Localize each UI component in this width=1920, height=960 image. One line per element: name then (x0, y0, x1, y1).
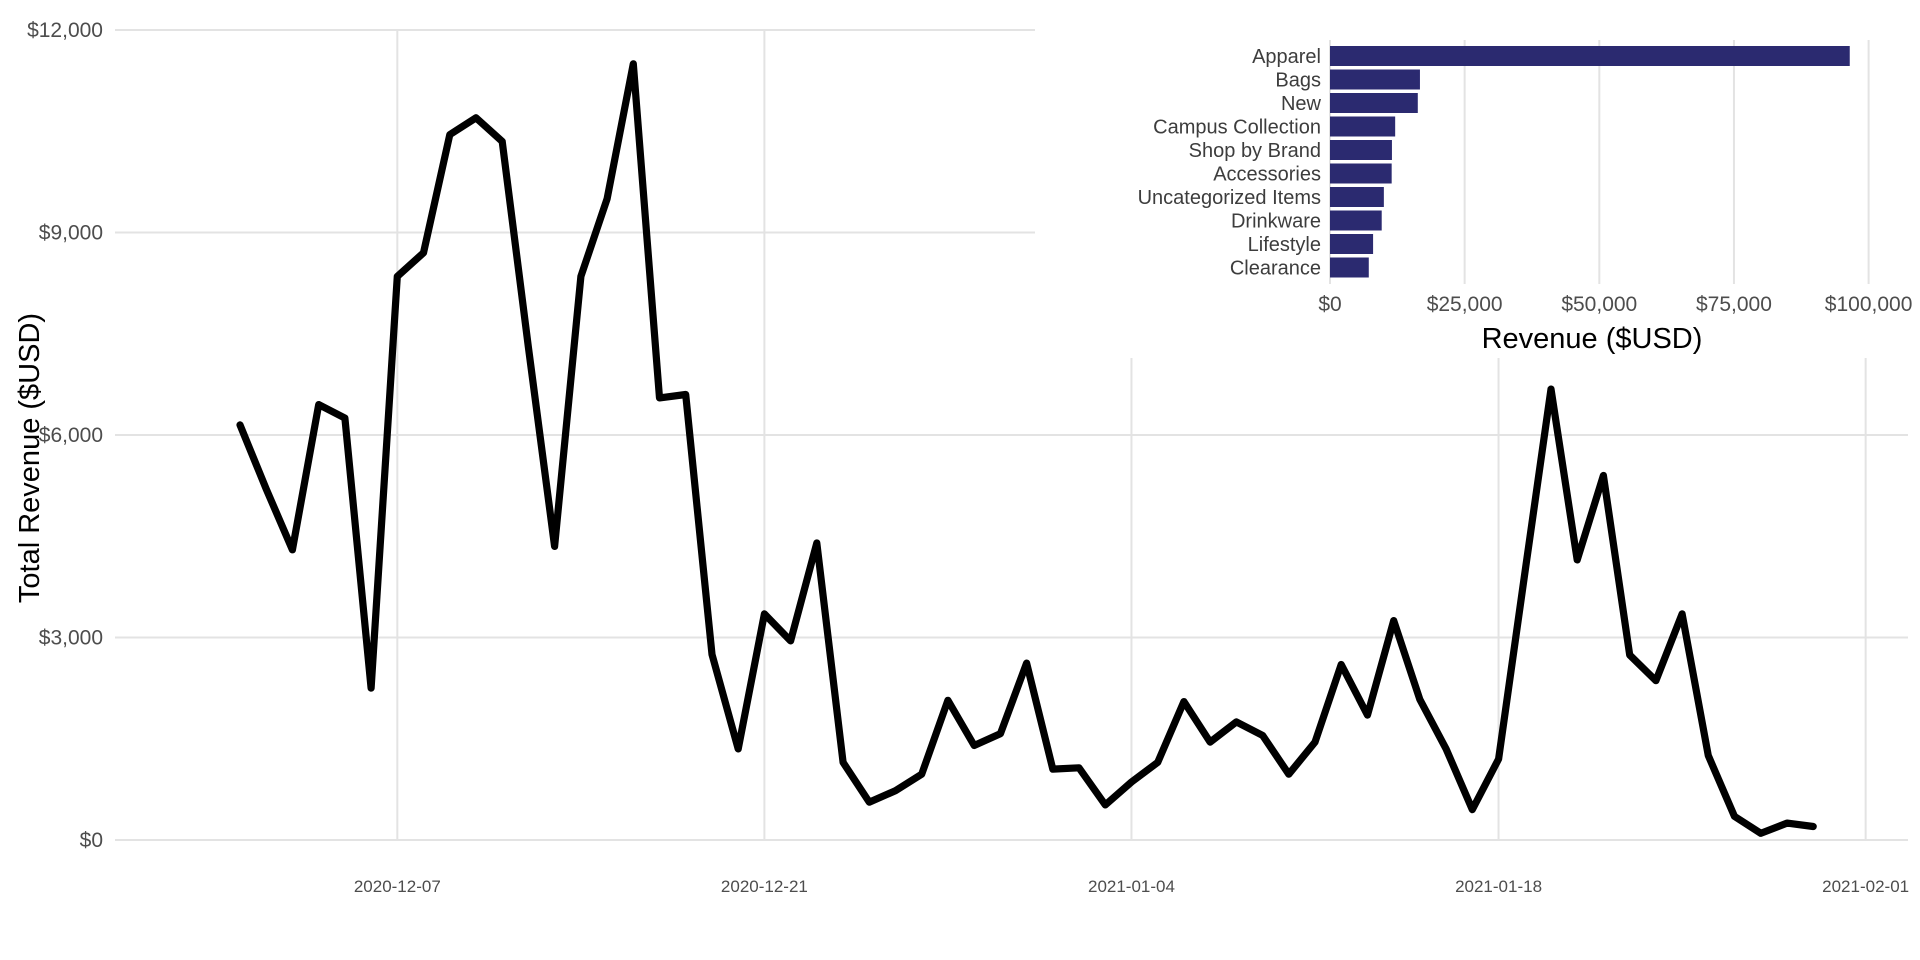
y-tick-label: $0 (80, 829, 103, 852)
inset-x-axis-title: Revenue ($USD) (1481, 323, 1703, 355)
category-label: Accessories (1213, 164, 1321, 186)
x-tick-label: 2021-01-18 (1455, 877, 1542, 896)
inset-x-tick-label: $25,000 (1427, 293, 1503, 316)
y-axis-title: Total Revenue ($USD) (14, 312, 46, 604)
bar-uncategorized-items (1330, 187, 1384, 207)
y-tick-label: $9,000 (39, 222, 103, 245)
inset-x-tick-label: $75,000 (1696, 293, 1772, 316)
y-tick-label: $12,000 (27, 19, 103, 42)
inset-x-tick-label: $0 (1318, 293, 1341, 316)
bar-bags (1330, 69, 1420, 90)
y-tick-label: $6,000 (39, 424, 103, 447)
category-label: Apparel (1252, 46, 1321, 68)
total-revenue-line-chart: $0 $3,000 $6,000 $9,000 $12,000 2020-12-07 202… (27, 19, 1909, 896)
category-label: Bags (1275, 70, 1321, 92)
x-tick-label: 2020-12-07 (354, 877, 441, 896)
category-label: Clearance (1230, 258, 1321, 280)
bar-drinkware (1330, 210, 1382, 231)
category-label: Lifestyle (1248, 234, 1321, 256)
x-tick-label: 2020-12-21 (721, 877, 808, 896)
category-label: Campus Collection (1153, 117, 1321, 139)
bar-apparel (1330, 46, 1850, 66)
inset-x-tick-label: $100,000 (1825, 293, 1913, 316)
category-label: New (1281, 93, 1322, 115)
y-tick-label: $3,000 (39, 627, 103, 650)
inset-x-tick-label: $50,000 (1561, 293, 1637, 316)
bar-accessories (1330, 163, 1392, 184)
bar-clearance (1330, 257, 1369, 278)
x-tick-label: 2021-01-04 (1088, 877, 1175, 896)
category-label: Shop by Brand (1189, 140, 1321, 162)
category-label: Drinkware (1231, 211, 1321, 233)
bar-campus-collection (1330, 116, 1396, 137)
bar-shop-by-brand (1330, 140, 1392, 160)
bar-new (1330, 93, 1418, 113)
category-label: Uncategorized Items (1138, 187, 1321, 209)
revenue-line (236, 60, 1817, 837)
x-tick-label: 2021-02-01 (1822, 877, 1909, 896)
bar-lifestyle (1330, 234, 1374, 254)
